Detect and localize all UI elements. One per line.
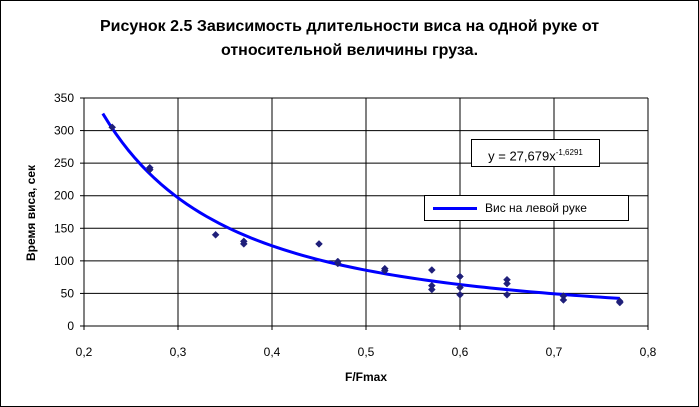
data-point — [503, 279, 511, 288]
data-point — [211, 230, 220, 239]
chart-title: Рисунок 2.5 Зависимость длительности вис… — [1, 15, 698, 63]
trendline-layer — [101, 112, 620, 300]
data-point — [503, 290, 511, 299]
data-point — [315, 240, 323, 248]
x-tick-label: 0,7 — [546, 345, 563, 359]
data-point — [239, 240, 248, 248]
chart-title-line-1: Рисунок 2.5 Зависимость длительности вис… — [99, 18, 600, 35]
tick-labels: 0,2 0,3 0,4 0,5 0,6 0,7 0,8 0 50 100 150 200 250 300 3… — [54, 91, 657, 359]
trendline-equation: y = 27,679x — [488, 148, 556, 164]
legend: Вис на левой руке — [424, 195, 629, 221]
data-point — [559, 296, 568, 304]
chart-title-line-2: относительной величины груза. — [220, 42, 479, 59]
y-tick-label: 350 — [54, 91, 74, 105]
x-axis-title: F/Fmax — [345, 370, 387, 384]
y-tick-label: 250 — [54, 156, 74, 170]
data-point — [427, 285, 436, 294]
x-tick-label: 0,2 — [76, 345, 93, 359]
x-tick-label: 0,6 — [452, 345, 469, 359]
y-tick-label: 300 — [54, 124, 74, 138]
data-point — [108, 123, 117, 132]
legend-entry-label: Вис на левой руке — [485, 201, 587, 215]
data-point — [456, 290, 464, 299]
y-tick-label: 100 — [54, 254, 74, 268]
x-tick-label: 0,3 — [170, 345, 187, 359]
x-tick-label: 0,4 — [264, 345, 281, 359]
data-point — [145, 165, 154, 174]
data-point — [615, 298, 624, 307]
x-tick-label: 0,5 — [358, 345, 375, 359]
data-point — [380, 266, 389, 275]
y-tick-label: 150 — [54, 221, 74, 235]
axis-layer — [80, 97, 649, 330]
data-point — [333, 259, 342, 268]
data-points — [108, 123, 624, 307]
y-tick-label: 0 — [67, 319, 74, 333]
y-tick-label: 200 — [54, 189, 74, 203]
data-point — [427, 266, 436, 274]
legend-line-swatch — [433, 207, 477, 210]
trendline-equation-exponent: -1,6291 — [555, 148, 583, 157]
trendline — [101, 112, 620, 300]
trendline-equation-box: y = 27,679x-1,6291 — [471, 139, 600, 167]
y-axis-title: Время виса, сек — [24, 164, 38, 261]
x-tick-label: 0,8 — [640, 345, 657, 359]
data-point — [456, 272, 464, 281]
y-tick-label: 50 — [61, 286, 75, 300]
